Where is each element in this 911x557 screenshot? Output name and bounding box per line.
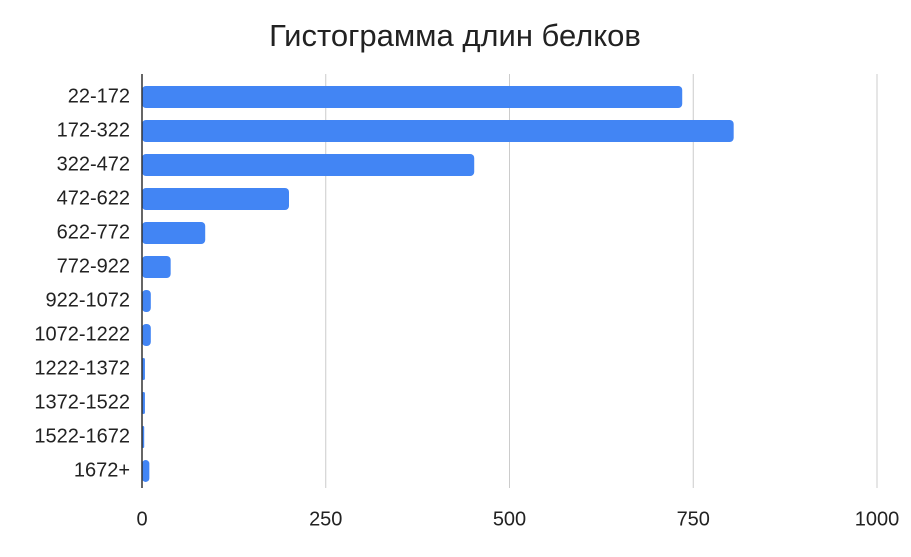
x-tick-label: 1000 (855, 508, 900, 530)
x-tick-label: 0 (136, 508, 147, 530)
y-tick-label: 1372-1522 (34, 391, 130, 413)
x-tick-label: 750 (677, 508, 710, 530)
y-tick-label: 1522-1672 (34, 425, 130, 447)
y-tick-label: 472-622 (57, 187, 130, 209)
bar (142, 154, 475, 176)
chart-title: Гистограмма длин белков (269, 18, 641, 53)
y-tick-label: 22-172 (68, 85, 130, 107)
bar (142, 86, 683, 108)
bar (142, 290, 151, 312)
y-tick-label: 772-922 (57, 255, 130, 277)
y-tick-label: 622-772 (57, 221, 130, 243)
bar (142, 222, 206, 244)
y-tick-label: 1672+ (74, 459, 130, 481)
y-tick-label: 922-1072 (45, 289, 130, 311)
bar (142, 324, 151, 346)
bar (142, 256, 171, 278)
y-tick-label: 172-322 (57, 119, 130, 141)
bar (142, 460, 150, 482)
y-tick-label: 322-472 (57, 153, 130, 175)
x-tick-label: 500 (493, 508, 526, 530)
bar (142, 188, 289, 210)
y-tick-label: 1222-1372 (34, 357, 130, 379)
y-tick-label: 1072-1222 (34, 323, 130, 345)
x-tick-label: 250 (309, 508, 342, 530)
bar (142, 120, 734, 142)
